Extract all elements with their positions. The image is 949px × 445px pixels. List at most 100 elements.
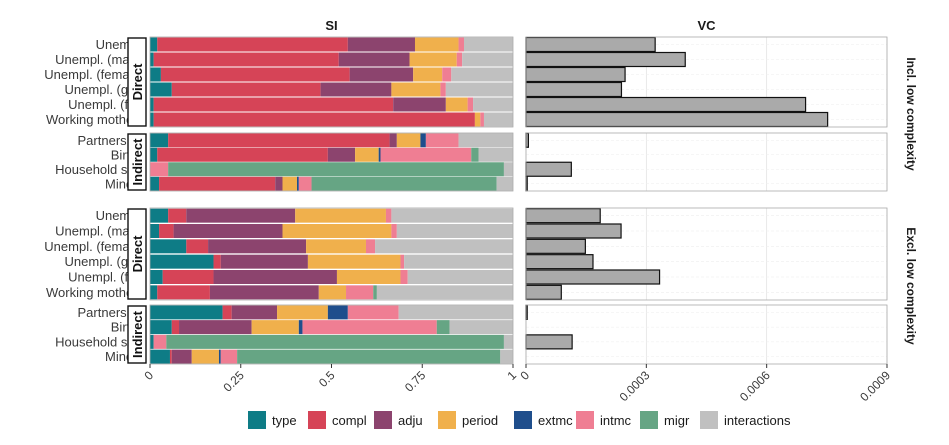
group-label-direct: Direct (130, 63, 145, 101)
group-strip-indirect (127, 305, 147, 364)
si-bar-segment-migr (436, 320, 450, 335)
si-bar-segment-compl (153, 52, 339, 67)
facet-title-vc: VC (697, 18, 716, 33)
si-bar-segment-period (277, 305, 328, 320)
vc-bar (525, 238, 586, 254)
si-bar-segment-type (150, 239, 187, 254)
si-bar-segment-compl (222, 305, 232, 320)
vc-bar (525, 96, 807, 113)
si-bar-segment-intmc (380, 147, 472, 162)
si-bar-segment-interactions (396, 224, 513, 238)
si-bar-segment-compl (157, 37, 348, 52)
si-x-tick-label: 0.5 (316, 368, 338, 390)
si-x-tick-label: 1 (504, 368, 519, 383)
vc-panel-bg (526, 133, 887, 191)
si-bar-segment-adju (220, 254, 308, 269)
si-bar-segment-interactions (451, 67, 513, 82)
si-bar-segment-intmc (467, 97, 474, 112)
facet-row-label-incl: Incl. low complexity (904, 57, 918, 171)
si-bar-segment-compl (168, 133, 390, 148)
vc-panel-bg (526, 208, 887, 300)
facet-row-label-excl: Excl. low complexity (904, 227, 918, 345)
si-bar-segment-intmc (220, 349, 238, 364)
si-bar-segment-type (150, 97, 154, 112)
si-bar-segment-compl (169, 349, 172, 364)
si-bar-segment-adju (327, 147, 356, 162)
category-label: Working mothers (46, 112, 145, 127)
si-bar-segment-period (414, 37, 459, 52)
si-bar-segment-type (150, 270, 163, 284)
si-bar-segment-period (306, 239, 366, 254)
category-label: Household size (55, 162, 144, 177)
vc-x-tick-label: 0.0009 (857, 368, 893, 404)
si-bar-segment-type (150, 334, 154, 349)
vc-panel-border (525, 304, 888, 365)
si-bar-segment-period (336, 270, 401, 284)
si-bar-segment-intmc (458, 37, 464, 52)
si-bar-segment-adju (275, 176, 283, 191)
legend-label-interactions: interactions (724, 413, 791, 428)
vc-bar (525, 161, 572, 177)
si-bar-segment-extmc (218, 349, 221, 364)
category-label: Household size (55, 334, 144, 349)
si-bar-segment-extmc (298, 320, 303, 335)
legend-swatch-interactions (700, 411, 718, 429)
si-bar-segment-intmc (400, 270, 408, 284)
legend-label-intmc: intmc (600, 413, 632, 428)
si-bar-segment-adju (208, 239, 307, 254)
vc-x-tick-label: 0.0003 (617, 368, 653, 404)
si-bar-segment-adju (347, 37, 415, 52)
category-label: Unempl. (ger) (65, 254, 144, 269)
si-bar-segment-interactions (375, 239, 513, 254)
si-bar-segment-adju (186, 208, 296, 223)
si-bar-segment-adju (231, 305, 278, 320)
si-panel-border (149, 36, 514, 128)
si-bar-segment-intmc (153, 334, 167, 349)
si-bar-segment-period (355, 147, 379, 162)
si-bar-segment-adju (171, 349, 192, 364)
si-bar-segment-type (150, 147, 158, 162)
vc-panel-border (525, 36, 888, 128)
si-bar-segment-period (282, 224, 392, 238)
si-bar-segment-type (150, 37, 158, 52)
si-bar-segment-intmc (400, 254, 405, 269)
si-bar-segment-adju (393, 97, 446, 112)
vc-panel-border (525, 207, 888, 301)
si-bar-segment-intmc (391, 224, 397, 238)
si-bar-segment-adju (173, 224, 283, 238)
si-bar-segment-interactions (500, 349, 513, 364)
si-bar-segment-type (150, 208, 169, 223)
si-bar-segment-migr (311, 176, 497, 191)
category-label: Unempl. (for) (68, 270, 144, 285)
si-bar-segment-adju (320, 82, 392, 97)
si-bar-segment-interactions (496, 176, 513, 191)
legend-swatch-extmc (514, 411, 532, 429)
si-bar-segment-period (409, 52, 457, 67)
si-bar-segment-type (150, 112, 154, 127)
group-strip-direct (127, 37, 147, 127)
si-bar-segment-migr (166, 334, 504, 349)
si-bar-segment-period (391, 82, 441, 97)
si-bar-segment-extmc (297, 176, 299, 191)
category-label: Working mothers (46, 285, 145, 300)
si-bar-segment-intmc (425, 133, 459, 148)
si-bar-segment-type (150, 176, 160, 191)
si-bar-segment-interactions (478, 147, 513, 162)
si-bar-segment-adju (179, 320, 252, 335)
si-bar-segment-type (150, 349, 170, 364)
si-bar-segment-extmc (378, 147, 381, 162)
si-bar-segment-type (150, 224, 160, 238)
si-bar-segment-compl (168, 208, 187, 223)
legend-swatch-intmc (576, 411, 594, 429)
si-bar-segment-extmc (327, 305, 348, 320)
si-panel-border (149, 207, 514, 301)
si-x-tick-label: 0.25 (220, 368, 247, 395)
vc-bar (525, 36, 656, 53)
si-bar-segment-migr (373, 285, 377, 300)
si-x-tick-label: 0.75 (402, 368, 429, 395)
si-bar-segment-type (150, 320, 172, 335)
vc-bar (525, 111, 829, 128)
si-bar-segment-adju (389, 133, 397, 148)
si-bar-segment-compl (160, 67, 350, 82)
